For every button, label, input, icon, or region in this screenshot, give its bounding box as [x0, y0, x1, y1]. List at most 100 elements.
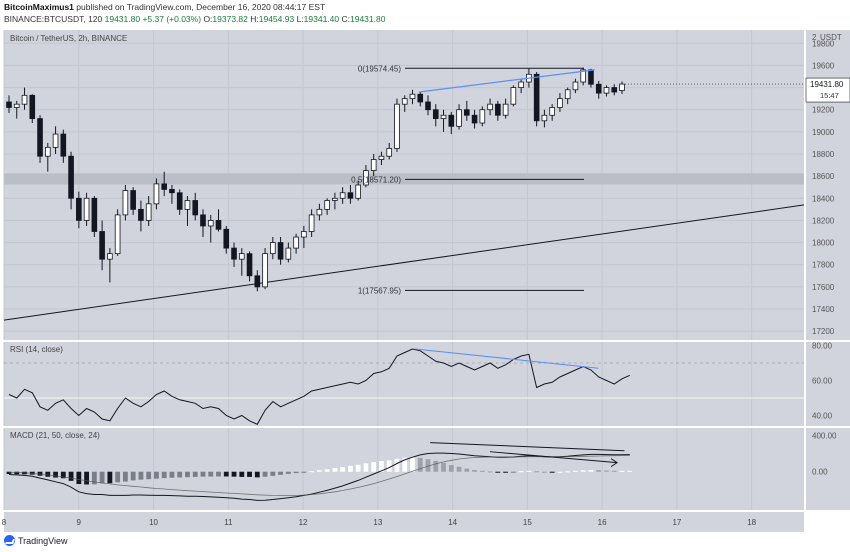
- macd-histogram-bar: [596, 470, 602, 472]
- rsi-divergence-line: [415, 348, 599, 369]
- change-value: +5.37 (+0.03%): [142, 14, 202, 24]
- macd-histogram-bar: [417, 457, 423, 472]
- macd-histogram-bar: [138, 471, 144, 480]
- time-tick-label: 15: [523, 518, 532, 527]
- macd-histogram-bar: [130, 471, 136, 481]
- macd-histogram-bar: [573, 470, 578, 472]
- fib-level-label: 1(17567.95): [358, 286, 401, 295]
- candle-up: [394, 103, 400, 149]
- macd-histogram-bar: [340, 467, 346, 472]
- candle-up: [564, 89, 571, 100]
- candle-up: [409, 93, 416, 100]
- price-tick-label: 19800: [812, 39, 835, 48]
- candle-up: [238, 253, 245, 260]
- macd-histogram-bar: [161, 471, 167, 479]
- open-value: 19373.82: [212, 14, 248, 24]
- price-tick-label: 19200: [812, 106, 835, 115]
- candle-up: [572, 81, 579, 91]
- fib-level-label: 0.5(18571.20): [351, 175, 401, 184]
- candle-up: [207, 220, 214, 227]
- macd-histogram-bar: [611, 470, 617, 472]
- macd-divergence-arrow: [489, 451, 618, 464]
- candle-up: [479, 109, 486, 124]
- candle-down: [611, 87, 618, 93]
- candle-up: [293, 236, 299, 249]
- candle-down: [432, 109, 439, 119]
- macd-histogram-bar: [487, 471, 493, 473]
- candle-up: [386, 148, 393, 157]
- candle-up: [316, 208, 323, 216]
- candle-down: [347, 192, 354, 199]
- candle-down: [91, 197, 98, 232]
- price-axis-bg: [806, 30, 850, 340]
- candle-down: [495, 103, 501, 116]
- tradingview-icon: [4, 535, 15, 546]
- candle-up: [13, 103, 20, 108]
- candle-down: [223, 228, 230, 249]
- price-tick-label: 18400: [812, 194, 835, 203]
- close-value: 19431.80: [350, 14, 386, 24]
- candle-up: [270, 242, 276, 255]
- macd-histogram-bar: [293, 471, 299, 474]
- macd-histogram-bar: [185, 471, 190, 478]
- candle-down: [60, 133, 67, 157]
- macd-histogram-bar: [448, 464, 454, 472]
- candle-up: [332, 197, 338, 201]
- macd-histogram-bar: [270, 471, 276, 476]
- candle-up: [619, 83, 625, 91]
- candle-up: [487, 103, 493, 111]
- candle-down: [37, 118, 43, 157]
- publish-info: BitcoinMaximus1 published on TradingView…: [4, 2, 325, 12]
- ohlc-info: BINANCE:BTCUSDT, 120 19431.80 +5.37 (+0.…: [4, 14, 385, 24]
- rsi-tick-label: 60.00: [812, 377, 833, 386]
- macd-histogram-bar: [223, 471, 229, 477]
- macd-histogram-bar: [495, 471, 501, 473]
- time-tick-label: 16: [598, 518, 607, 527]
- candle-down: [588, 69, 594, 85]
- candle-down: [425, 101, 431, 111]
- macd-histogram-bar: [208, 471, 214, 477]
- macd-histogram-bar: [115, 471, 121, 483]
- candle-down: [417, 93, 424, 103]
- candle-down: [130, 190, 136, 210]
- candle-down: [76, 197, 82, 221]
- chart-area[interactable]: 1980019600194001920019000188001860018400…: [0, 27, 850, 532]
- high-value: 19454.93: [258, 14, 295, 24]
- macd-line: [8, 452, 630, 501]
- candle-down: [200, 214, 206, 227]
- macd-histogram-bar: [254, 471, 260, 478]
- candle-up: [510, 87, 517, 105]
- candle-down: [464, 109, 470, 116]
- macd-histogram-bar: [324, 469, 330, 472]
- candle-down: [138, 208, 144, 221]
- candle-up: [83, 197, 90, 221]
- candle-down: [254, 275, 261, 288]
- open-label: O:: [203, 14, 213, 24]
- candle-down: [29, 94, 36, 119]
- candle-up: [456, 109, 462, 127]
- macd-histogram-bar: [363, 463, 369, 472]
- candle-down: [533, 73, 540, 122]
- macd-histogram-bar: [309, 471, 315, 473]
- high-label: H:: [250, 14, 259, 24]
- macd-arrow-head: [610, 458, 618, 468]
- macd-histogram-bar: [154, 471, 159, 479]
- macd-histogram-bar: [200, 471, 206, 477]
- price-tick-label: 19600: [812, 61, 835, 70]
- macd-histogram-bar: [549, 471, 555, 473]
- published-text: published on TradingView.com, December 1…: [76, 2, 326, 12]
- macd-histogram-bar: [534, 471, 540, 473]
- macd-histogram-bar: [301, 471, 307, 473]
- macd-histogram-bar: [348, 465, 353, 472]
- rsi-pane: [4, 342, 804, 426]
- macd-axis-bg: [806, 428, 850, 510]
- macd-histogram-bar: [526, 470, 532, 472]
- tradingview-logo[interactable]: TradingView: [4, 535, 68, 546]
- author-name[interactable]: BitcoinMaximus1: [4, 2, 74, 12]
- candle-up: [285, 247, 292, 260]
- macd-histogram-bar: [379, 461, 384, 472]
- candle-up: [603, 87, 610, 94]
- candle-up: [114, 214, 121, 255]
- time-tick-label: 11: [224, 518, 233, 527]
- candle-up: [262, 253, 268, 288]
